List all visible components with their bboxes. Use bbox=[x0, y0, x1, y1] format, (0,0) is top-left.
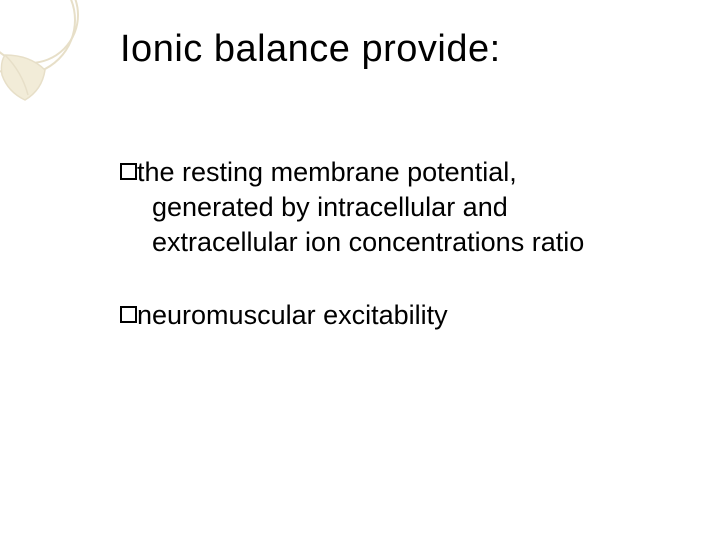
slide-body: the resting membrane potential, generate… bbox=[120, 155, 640, 371]
bullet-text-cont: generated by intracellular and extracell… bbox=[152, 190, 640, 260]
bullet-item: the resting membrane potential, generate… bbox=[120, 155, 640, 260]
bullet-item: neuromuscular excitability bbox=[120, 298, 640, 333]
bullet-marker-icon bbox=[120, 306, 137, 323]
bullet-text: the resting membrane potential, bbox=[137, 157, 517, 187]
bullet-marker-icon bbox=[120, 163, 137, 180]
corner-decoration bbox=[0, 0, 150, 150]
slide-title: Ionic balance provide: bbox=[120, 28, 501, 71]
bullet-text: neuromuscular excitability bbox=[137, 300, 448, 330]
